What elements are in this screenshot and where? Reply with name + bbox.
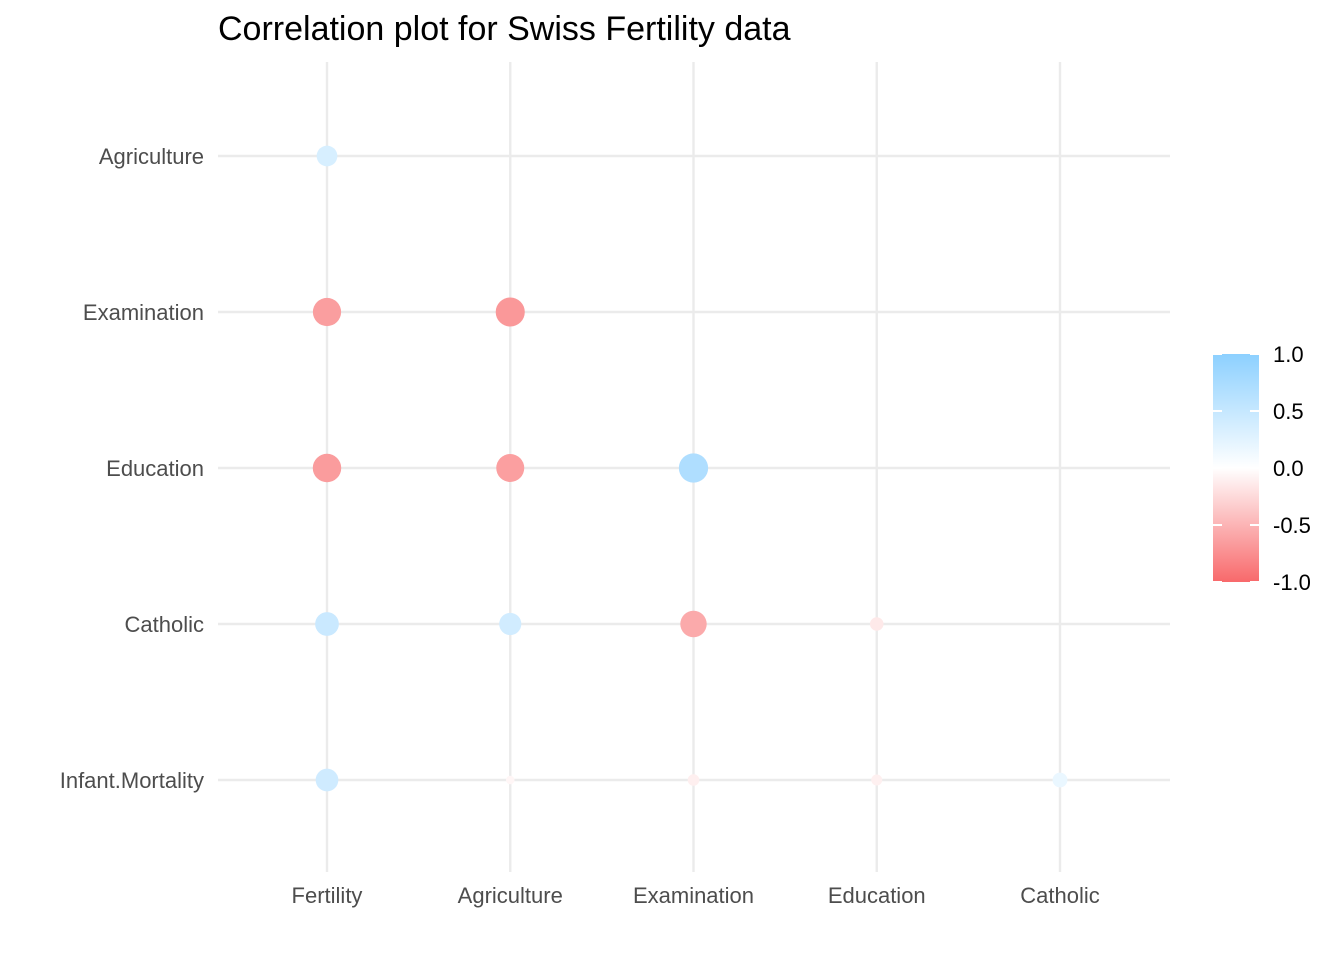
x-tick-label: Fertility <box>292 883 363 908</box>
point-agriculture-education <box>496 454 525 482</box>
point-examination-education <box>678 453 709 483</box>
point-agriculture-examination <box>495 297 525 327</box>
point-fertility-examination <box>312 297 342 327</box>
y-tick-label: Catholic <box>125 612 204 637</box>
y-axis-ticks: Agriculture Examination Education Catholic I… <box>60 144 204 793</box>
point-examination-catholic <box>680 610 707 638</box>
y-tick-label: Examination <box>83 300 204 325</box>
point-fertility-education <box>312 453 342 483</box>
legend-tick-label: 1.0 <box>1273 342 1304 367</box>
point-agriculture-catholic <box>499 612 522 636</box>
legend-tick-label: 0.5 <box>1273 399 1304 424</box>
point-agriculture-infant-mortality <box>505 775 515 785</box>
point-education-catholic <box>869 617 884 631</box>
legend-tick-label: -1.0 <box>1273 570 1311 595</box>
y-tick-label: Infant.Mortality <box>60 768 204 793</box>
point-catholic-infant-mortality <box>1052 772 1068 788</box>
x-axis-ticks: Fertility Agriculture Examination Education… <box>292 883 1100 908</box>
point-fertility-catholic <box>315 612 339 636</box>
x-tick-label: Agriculture <box>458 883 563 908</box>
point-fertility-infant-mortality <box>315 768 339 792</box>
color-legend: 1.0 0.5 0.0 -0.5 -1.0 <box>1213 342 1311 595</box>
legend-tick-label: -0.5 <box>1273 513 1311 538</box>
legend-tick-label: 0.0 <box>1273 456 1304 481</box>
y-tick-label: Agriculture <box>99 144 204 169</box>
point-education-infant-mortality <box>871 774 883 786</box>
x-tick-label: Education <box>828 883 926 908</box>
x-tick-label: Catholic <box>1020 883 1099 908</box>
points-layer <box>312 145 1068 792</box>
chart-title: Correlation plot for Swiss Fertility dat… <box>218 10 791 48</box>
point-examination-infant-mortality <box>687 774 700 786</box>
y-tick-label: Education <box>106 456 204 481</box>
point-fertility-agriculture <box>316 145 338 167</box>
x-tick-label: Examination <box>633 883 754 908</box>
